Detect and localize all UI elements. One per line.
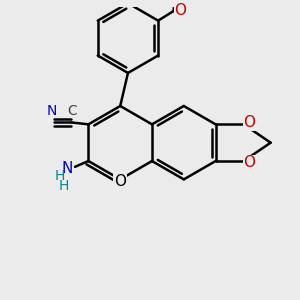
Text: C: C <box>67 103 77 118</box>
Text: N: N <box>61 161 73 176</box>
Text: O: O <box>244 155 256 170</box>
Text: O: O <box>244 115 256 130</box>
Text: O: O <box>174 4 186 19</box>
Text: H: H <box>58 179 68 193</box>
Text: H: H <box>54 169 65 184</box>
Text: O: O <box>114 174 126 189</box>
Text: N: N <box>46 103 57 118</box>
